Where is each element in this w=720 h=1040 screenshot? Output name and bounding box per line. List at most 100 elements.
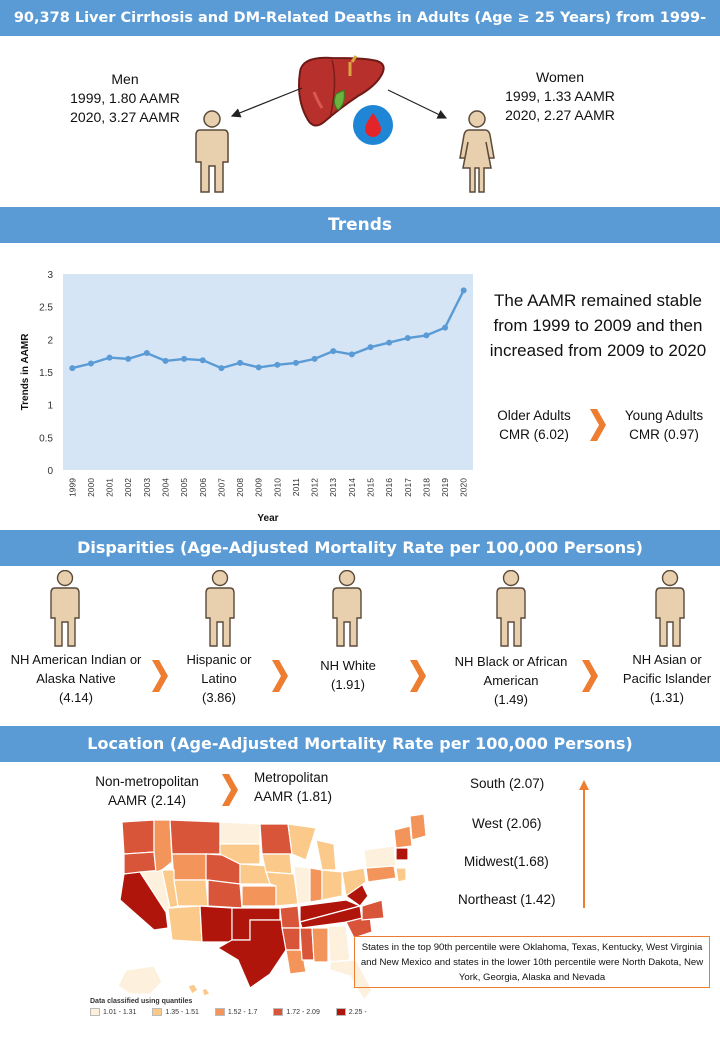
trends-banner: Trends [0, 207, 720, 243]
plot-area [63, 274, 473, 470]
y-tick-label: 1 [47, 401, 53, 412]
x-axis-label: Year [257, 513, 278, 524]
data-point [218, 365, 225, 372]
x-tick-label: 2002 [123, 478, 133, 497]
chevron-right-icon [152, 660, 168, 697]
group-value: (1.91) [331, 677, 365, 692]
chevron-right-icon [582, 660, 598, 697]
title-banner: 90,378 Liver Cirrhosis and DM-Related De… [0, 0, 720, 62]
region-west: West (2.06) [472, 816, 542, 831]
x-tick-label: 2010 [272, 478, 282, 497]
x-tick-label: 2014 [347, 478, 357, 497]
men-stats: Men 1999, 1.80 AAMR 2020, 3.27 AAMR [40, 70, 210, 127]
older-adults: Older Adults CMR (6.02) [482, 406, 586, 444]
disparities-banner: Disparities (Age-Adjusted Mortality Rate… [0, 530, 720, 566]
women-label: Women [536, 69, 584, 85]
data-point [460, 287, 467, 294]
x-tick-label: 2009 [254, 478, 264, 497]
blood-drop-icon [352, 104, 394, 151]
woman-icon [458, 110, 496, 194]
us-choropleth-map [117, 813, 427, 1002]
group-name: NH White [320, 658, 376, 673]
nonmetro-value: AAMR (2.14) [107, 793, 187, 808]
chevron-right-icon [222, 774, 238, 811]
y-tick-label: 1.5 [39, 368, 53, 379]
region-northeast: Northeast (1.42) [458, 892, 556, 907]
data-point [162, 357, 169, 364]
legend-swatch [273, 1008, 284, 1016]
data-point [255, 364, 262, 371]
person-icon [494, 570, 528, 648]
legend-bin-label: 1.35 - 1.51 [165, 1008, 199, 1016]
trend-summary: The AAMR remained stable from 1999 to 20… [489, 291, 707, 360]
person-icon [330, 570, 364, 648]
liver-icon [292, 52, 402, 147]
metro-stat: Metropolitan AAMR (1.81) [254, 768, 364, 806]
data-point [274, 361, 281, 368]
x-tick-label: 2008 [235, 478, 245, 497]
arrow-to-women [387, 89, 448, 119]
group-value: (3.86) [202, 690, 236, 705]
map-legend-bins: 1.01 - 1.31 1.35 - 1.51 1.52 - 1.7 1.72 … [90, 1008, 390, 1016]
x-tick-label: 2012 [310, 478, 320, 497]
group-name: NH American Indian or Alaska Native [10, 652, 142, 686]
data-point [237, 359, 244, 366]
legend-bin-label: 1.01 - 1.31 [103, 1008, 137, 1016]
x-tick-label: 2020 [459, 478, 469, 497]
y-tick-label: 0.5 [39, 433, 53, 444]
x-tick-label: 2016 [384, 478, 394, 497]
nonmetro-label: Non-metropolitan [95, 774, 199, 789]
group-label-black: NH Black or African American (1.49) [448, 652, 574, 709]
group-label-hispanic: Hispanic or Latino (3.86) [174, 650, 264, 707]
location-header: Location (Age-Adjusted Mortality Rate pe… [87, 734, 633, 753]
region-midwest: Midwest(1.68) [464, 854, 549, 869]
y-axis-label: Trends in AAMR [20, 333, 31, 411]
y-tick-label: 0 [47, 466, 53, 477]
data-point [181, 355, 188, 362]
liver-arrows [230, 87, 448, 119]
women-stats: Women 1999, 1.33 AAMR 2020, 2.27 AAMR [480, 68, 640, 125]
x-tick-label: 2001 [105, 478, 115, 497]
data-point [423, 332, 430, 339]
group-name: Hispanic or Latino [186, 652, 252, 686]
region-south: South (2.07) [470, 776, 545, 791]
young-adults-label: Young Adults [624, 408, 704, 423]
chevron-right-icon [410, 660, 426, 697]
series-line [72, 289, 465, 370]
legend-bin-label: 1.52 - 1.7 [227, 1008, 258, 1016]
data-point [87, 360, 94, 367]
older-adults-value: CMR (6.02) [499, 427, 569, 442]
map-legend: Data classified using quantiles 1.01 - 1… [90, 998, 390, 1016]
person-icon [653, 570, 687, 648]
group-name: NH Asian or Pacific Islander [622, 652, 712, 686]
legend-bin-label: 2.25 - [348, 1008, 367, 1016]
older-adults-label: Older Adults [497, 408, 571, 423]
metro-value: AAMR (1.81) [254, 789, 333, 804]
x-tick-label: 2017 [403, 478, 413, 497]
y-tick-label: 2 [47, 335, 53, 346]
nonmetro-stat: Non-metropolitan AAMR (2.14) [78, 772, 216, 810]
person-icon [203, 570, 237, 648]
trend-line-chart: 0 0.5 1 1.5 2 2.5 3 1999 2000 2001 2002 2003 2004 200… [20, 270, 473, 524]
percentile-note: States in the top 90th percentile were O… [354, 936, 710, 988]
group-label-white: NH White (1.91) [308, 656, 388, 694]
location-banner: Location (Age-Adjusted Mortality Rate pe… [0, 726, 720, 762]
data-point [348, 351, 355, 358]
data-point [143, 350, 150, 357]
x-tick-label: 2015 [366, 478, 376, 497]
x-tick-label: 2019 [440, 478, 450, 497]
men-1999: 1999, 1.80 AAMR [70, 90, 180, 106]
disparities-header: Disparities (Age-Adjusted Mortality Rate… [77, 538, 643, 557]
data-point [125, 355, 132, 362]
data-point [199, 357, 206, 364]
data-point [69, 365, 76, 372]
chevron-right-icon [590, 409, 606, 446]
group-label-asian: NH Asian or Pacific Islander (1.31) [614, 650, 720, 707]
x-tick-label: 2004 [161, 478, 171, 497]
chevron-right-icon [272, 660, 288, 697]
metro-label: Metropolitan [254, 770, 329, 785]
group-label-aian: NH American Indian or Alaska Native (4.1… [0, 650, 152, 707]
y-tick-label: 3 [47, 270, 53, 281]
data-point [367, 344, 374, 351]
map-legend-title: Data classified using quantiles [90, 998, 193, 1005]
